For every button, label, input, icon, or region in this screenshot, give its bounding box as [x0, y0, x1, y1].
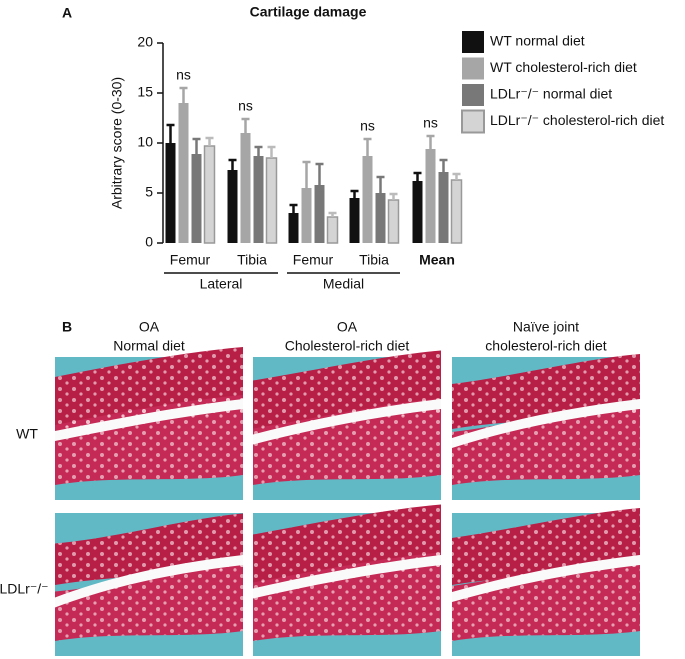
bar [450, 179, 463, 244]
error-bar [350, 189, 359, 198]
histology-image [452, 354, 640, 500]
error-bar [302, 160, 311, 188]
joint-space [253, 555, 441, 599]
bar [191, 154, 202, 243]
histology-image [452, 508, 640, 656]
column-header: OA [337, 319, 358, 335]
cartilage-cells [55, 395, 243, 485]
annotation: ns [423, 115, 438, 131]
error-bar [426, 134, 435, 149]
annotation: ns [238, 98, 253, 114]
bar [326, 216, 339, 244]
cartilage-cells [452, 556, 640, 641]
bar [349, 198, 360, 243]
error-bar [241, 117, 250, 133]
bar [253, 156, 264, 243]
joint-space [55, 399, 243, 441]
cartilage-cells [253, 398, 441, 485]
x-tick-label: Femur [170, 252, 211, 268]
group-label: Medial [323, 276, 364, 292]
x-tick-label: Mean [419, 252, 455, 268]
y-tick-label: 0 [145, 234, 153, 250]
row-label: LDLr⁻/⁻ [0, 581, 49, 597]
histology-image [55, 513, 243, 656]
joint-space [452, 399, 640, 448]
error-bar [267, 145, 276, 158]
legend-label: LDLr⁻/⁻ normal diet [490, 86, 612, 102]
annotation: ns [360, 118, 375, 134]
error-bar [205, 136, 214, 146]
error-bar [452, 172, 461, 180]
joint-space [55, 555, 243, 608]
legend-swatch [462, 31, 484, 53]
bar [301, 188, 312, 243]
cartilage-cells [55, 561, 243, 641]
error-bar [389, 192, 398, 200]
error-bar [363, 137, 372, 156]
error-bar [179, 86, 188, 103]
y-tick-label: 5 [145, 184, 153, 200]
group-label: Lateral [200, 276, 243, 292]
column-header: OA [139, 319, 160, 335]
bar [362, 156, 373, 243]
y-axis-label: Arbitrary score (0-30) [109, 77, 125, 209]
column-header: Cholesterol-rich diet [285, 338, 410, 354]
joint-space [452, 555, 640, 602]
y-tick-label: 15 [137, 84, 153, 100]
x-tick-label: Tibia [237, 252, 267, 268]
error-bar [413, 171, 422, 181]
column-header: Normal diet [113, 338, 185, 354]
y-tick-label: 10 [137, 134, 153, 150]
error-bar [166, 123, 175, 143]
bar [203, 145, 216, 244]
joint-space [253, 399, 441, 445]
bar [240, 133, 251, 243]
bar [314, 185, 325, 243]
legend-swatch [462, 57, 484, 80]
x-tick-label: Tibia [359, 252, 389, 268]
legend-label: LDLr⁻/⁻ cholesterol-rich diet [490, 112, 664, 128]
bar [438, 172, 449, 243]
panel-label: B [62, 319, 72, 335]
y-tick-label: 20 [137, 34, 153, 50]
cartilage-cells [253, 552, 441, 641]
annotation: ns [176, 67, 191, 83]
cartilage-cells [452, 402, 640, 485]
histology-image [253, 504, 441, 656]
error-bar [289, 203, 298, 213]
error-bar [192, 137, 201, 154]
row-label: WT [16, 426, 38, 442]
bar [227, 170, 238, 243]
chart-title: Cartilage damage [250, 4, 367, 20]
bar [165, 143, 176, 243]
legend-label: WT cholesterol-rich diet [490, 59, 637, 75]
histology-image [55, 347, 243, 500]
legend-swatch [462, 84, 484, 106]
x-tick-label: Femur [293, 252, 334, 268]
bar [288, 213, 299, 243]
bar [375, 193, 386, 243]
bar [425, 149, 436, 243]
error-bar [315, 162, 324, 185]
error-bar [228, 158, 237, 170]
column-header: cholesterol-rich diet [485, 338, 606, 354]
error-bar [376, 175, 385, 193]
legend-label: WT normal diet [490, 33, 585, 49]
bar [387, 199, 400, 244]
histology-image [253, 350, 441, 500]
legend-swatch [461, 109, 485, 134]
panel-label: A [62, 5, 72, 21]
column-header: Naïve joint [513, 319, 579, 335]
bar [265, 157, 278, 244]
error-bar [254, 145, 263, 156]
bar [412, 181, 423, 243]
error-bar [439, 158, 448, 172]
error-bar [328, 211, 337, 217]
bar [178, 103, 189, 243]
